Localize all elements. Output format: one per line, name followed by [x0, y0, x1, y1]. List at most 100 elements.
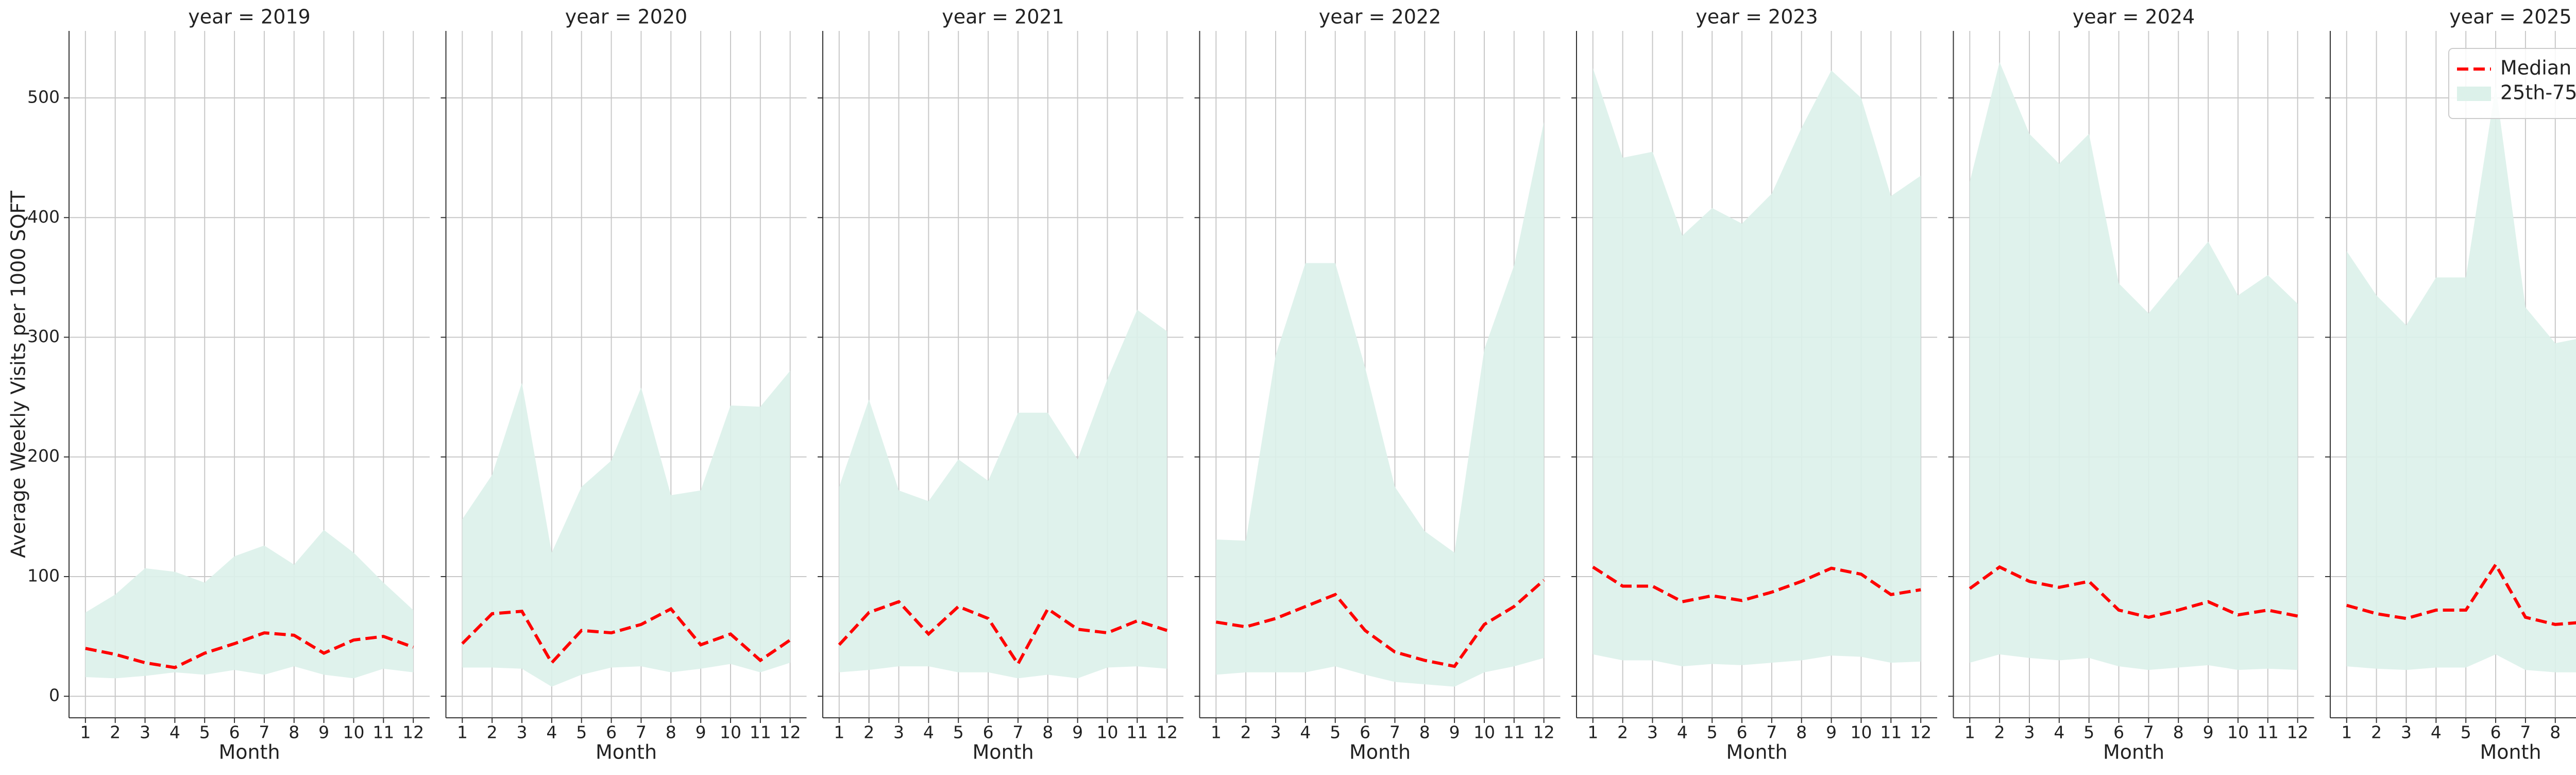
x-tick-label: 5: [2083, 722, 2094, 743]
x-tick-label: 11: [1126, 722, 1148, 743]
x-tick-label: 5: [1330, 722, 1341, 743]
x-tick-label: 3: [2024, 722, 2035, 743]
x-tick-label: 4: [170, 722, 180, 743]
x-tick-label: 7: [2520, 722, 2531, 743]
y-tick-label: 0: [49, 685, 60, 705]
x-tick-label: 11: [2257, 722, 2279, 743]
x-tick-label: 8: [2550, 722, 2561, 743]
x-tick-label: 8: [1796, 722, 1807, 743]
x-tick-label: 8: [666, 722, 676, 743]
x-tick-label: 4: [546, 722, 557, 743]
x-tick-label: 2: [487, 722, 498, 743]
percentile-band: [839, 310, 1167, 679]
x-tick-label: 12: [1910, 722, 1931, 743]
x-tick-label: 3: [893, 722, 904, 743]
median-line: [85, 631, 414, 669]
panel-title: year = 2020: [565, 6, 687, 28]
x-tick-label: 3: [517, 722, 528, 743]
x-tick-label: 5: [953, 722, 964, 743]
x-tick-label: 9: [1072, 722, 1083, 743]
x-tick-label: 4: [2054, 722, 2064, 743]
percentile-band: [85, 530, 414, 679]
x-tick-label: 4: [923, 722, 934, 743]
x-tick-label: 3: [140, 722, 150, 743]
x-tick-label: 11: [1880, 722, 1902, 743]
x-tick-label: 12: [1533, 722, 1555, 743]
x-axis-label: Month: [596, 741, 657, 764]
x-tick-label: 7: [1389, 722, 1400, 743]
legend-swatch: [2457, 87, 2491, 101]
y-tick-label: 100: [27, 565, 60, 585]
x-tick-label: 1: [834, 722, 844, 743]
median-line: [1969, 565, 2298, 619]
x-tick-label: 6: [2490, 722, 2501, 743]
x-tick-label: 6: [1360, 722, 1370, 743]
x-tick-label: 1: [80, 722, 91, 743]
x-tick-label: 2: [1241, 722, 1251, 743]
x-tick-label: 11: [750, 722, 771, 743]
panel-title: year = 2022: [1319, 6, 1441, 28]
x-tick-label: 12: [402, 722, 424, 743]
x-tick-label: 5: [1707, 722, 1718, 743]
percentile-band: [1970, 62, 2298, 670]
x-tick-label: 7: [259, 722, 269, 743]
x-tick-label: 11: [1503, 722, 1525, 743]
percentile-band: [1592, 68, 1921, 667]
median-line: [461, 606, 791, 666]
x-tick-label: 1: [2341, 722, 2352, 743]
x-tick-label: 3: [1647, 722, 1658, 743]
x-tick-label: 1: [1964, 722, 1975, 743]
x-tick-label: 10: [343, 722, 364, 743]
x-axis-label: Month: [1726, 741, 1787, 764]
x-tick-label: 6: [229, 722, 240, 743]
x-tick-label: 5: [576, 722, 587, 743]
x-tick-label: 4: [2431, 722, 2442, 743]
x-axis-label: Month: [2480, 741, 2541, 764]
x-tick-label: 1: [1211, 722, 1222, 743]
y-tick-label: 200: [27, 446, 60, 466]
y-tick-label: 400: [27, 207, 60, 227]
percentile-band: [1216, 122, 1544, 687]
legend-label: Median: [2500, 57, 2571, 79]
x-tick-label: 8: [1042, 722, 1053, 743]
x-tick-label: 2: [110, 722, 121, 743]
x-tick-label: 2: [2371, 722, 2382, 743]
x-tick-label: 9: [318, 722, 329, 743]
percentile-band: [462, 370, 790, 687]
y-tick-label: 500: [27, 87, 60, 107]
x-tick-label: 6: [983, 722, 994, 743]
y-axis-label: Average Weekly Visits per 1000 SQFT: [7, 190, 30, 558]
x-tick-label: 1: [457, 722, 468, 743]
x-tick-label: 11: [372, 722, 394, 743]
median-line: [1592, 565, 1921, 603]
x-tick-label: 4: [1677, 722, 1688, 743]
x-axis-label: Month: [2103, 741, 2164, 764]
x-tick-label: 6: [2113, 722, 2124, 743]
x-tick-label: 7: [1766, 722, 1777, 743]
x-tick-label: 12: [779, 722, 801, 743]
panel-title: year = 2025: [2449, 6, 2571, 28]
x-tick-label: 3: [2401, 722, 2412, 743]
legend-label: 25th-75th Percentile: [2500, 81, 2576, 104]
x-tick-label: 6: [1737, 722, 1748, 743]
x-tick-label: 5: [199, 722, 210, 743]
x-tick-label: 10: [1473, 722, 1495, 743]
x-tick-label: 2: [1617, 722, 1628, 743]
panel-title: year = 2023: [1696, 6, 1818, 28]
x-tick-label: 8: [289, 722, 299, 743]
panel-title: year = 2019: [188, 6, 310, 28]
x-tick-label: 8: [1419, 722, 1430, 743]
median-line: [1215, 579, 1545, 668]
x-tick-label: 10: [1850, 722, 1872, 743]
x-tick-label: 1: [1587, 722, 1598, 743]
x-tick-label: 7: [2143, 722, 2154, 743]
x-tick-label: 2: [1994, 722, 2005, 743]
x-tick-label: 4: [1300, 722, 1311, 743]
x-tick-label: 10: [2227, 722, 2249, 743]
